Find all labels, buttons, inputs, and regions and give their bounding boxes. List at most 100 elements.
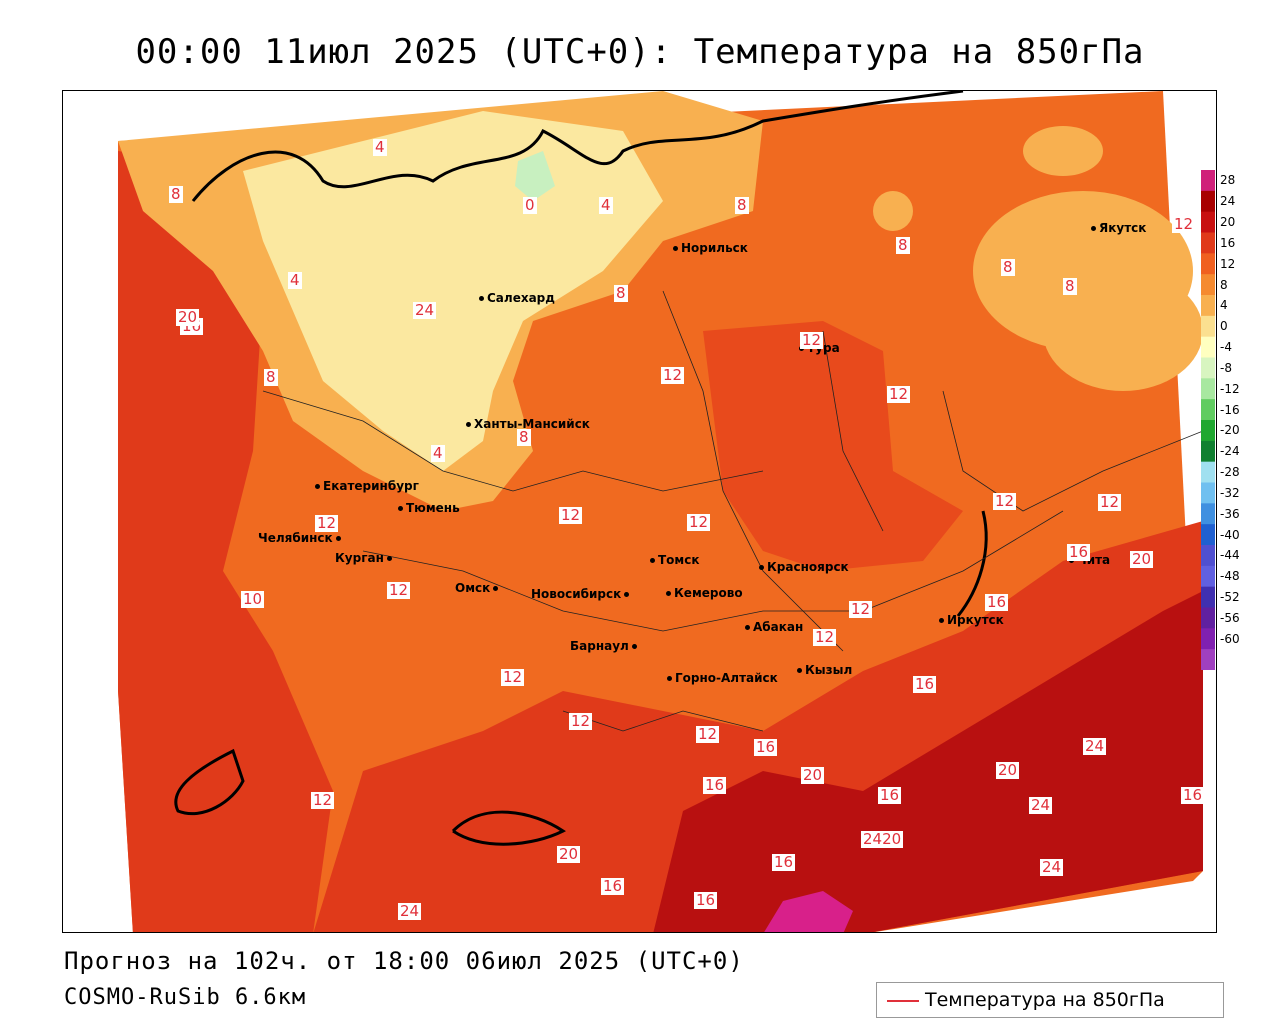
warm-zone-central: [703, 321, 963, 571]
contour-label: 4: [373, 138, 387, 156]
city-marker-icon: [386, 556, 392, 561]
warm-zone-west: [118, 151, 333, 932]
contour-label: 10: [241, 590, 265, 608]
colorbar-tick-label: -36: [1220, 506, 1240, 521]
colorbar-tick-label: -12: [1220, 381, 1240, 396]
city-marker-icon: [335, 536, 341, 541]
colorbar-tick-label: -20: [1220, 423, 1240, 438]
balkhash-coast: [451, 810, 566, 846]
city-barnaul: Барнаул: [570, 639, 640, 653]
colorbar-segment: [1201, 545, 1215, 567]
contour-label: 16: [772, 853, 796, 871]
contour-label: 16: [601, 877, 625, 895]
city-marker-icon: [650, 558, 655, 563]
city-marker-icon: [1091, 226, 1096, 231]
colorbar-tick-label: -60: [1220, 631, 1240, 646]
colorbar-segment: [1201, 461, 1215, 483]
colorbar-segment: [1201, 420, 1215, 442]
contour-label: 24: [413, 301, 437, 319]
contour-label: 8: [169, 185, 183, 203]
city-marker-icon: [667, 676, 672, 681]
contour-label: 8: [896, 236, 910, 254]
colorbar-segment: [1201, 295, 1215, 317]
city-marker-icon: [315, 484, 320, 489]
colorbar-segment: [1201, 190, 1215, 213]
city-marker-icon: [479, 296, 484, 301]
contour-label: 12: [387, 581, 411, 599]
map-canvas: [118, 91, 1204, 932]
city-marker-icon: [673, 246, 678, 251]
city-norilsk: Норильск: [673, 241, 748, 255]
contour-label: 12: [559, 506, 583, 524]
city-marker-icon: [624, 592, 630, 597]
colorbar-segment: [1201, 336, 1215, 358]
colorbar-segment: [1201, 253, 1215, 275]
contour-label: 12: [993, 492, 1017, 510]
colorbar-tick-label: 8: [1220, 277, 1228, 292]
city-khanty-mansiysk: Ханты-Мансийск: [466, 417, 590, 431]
caspian-coast: [174, 748, 245, 816]
contour-label: 4: [599, 196, 613, 214]
colorbar-tick-label: -40: [1220, 527, 1240, 542]
colorbar-segment: [1201, 565, 1215, 588]
colorbar-segment: [1201, 524, 1215, 546]
legend-line-icon: [887, 1000, 919, 1002]
hot-zone-south: [653, 591, 1203, 932]
colorbar: [1201, 170, 1215, 670]
colorbar-tick-label: 28: [1220, 173, 1236, 188]
legend-label: Температура на 850гПа: [925, 989, 1165, 1011]
city-abakan: Абакан: [745, 620, 803, 634]
contour-label: 16: [878, 786, 902, 804]
contour-label: 24: [398, 902, 422, 920]
colorbar-tick-label: -28: [1220, 465, 1240, 480]
contour-label: 12: [501, 668, 525, 686]
contour-label: 8: [1001, 258, 1015, 276]
contour-label: 12: [687, 513, 711, 531]
contour-label: 20: [557, 845, 581, 863]
colorbar-tick-label: 12: [1220, 256, 1236, 271]
contour-label: 8: [614, 284, 628, 302]
contour-label: 16: [985, 593, 1009, 611]
contour-label: 12: [849, 600, 873, 618]
contour-label: 16: [754, 738, 778, 756]
colorbar-segment: [1201, 274, 1215, 296]
contour-label: 2420: [861, 830, 904, 848]
map[interactable]: Норильск Якутск Салехард Тура Ханты-Манс…: [62, 90, 1217, 933]
colorbar-segment: [1201, 170, 1215, 192]
city-marker-icon: [398, 506, 403, 511]
colorbar-tick-label: -44: [1220, 548, 1240, 563]
city-marker-icon: [797, 668, 802, 673]
cold-core: [515, 151, 555, 201]
legend: Температура на 850гПа: [876, 982, 1224, 1018]
cold-zone-north: [243, 111, 663, 471]
colorbar-tick-label: 20: [1220, 215, 1236, 230]
colorbar-tick-label: 0: [1220, 319, 1228, 334]
city-kurgan: Курган: [335, 551, 395, 565]
colorbar-segment: [1201, 607, 1215, 629]
contour-label: 24: [1029, 796, 1053, 814]
region-borders: [262, 290, 1204, 732]
city-marker-icon: [466, 422, 471, 427]
colorbar-tick-label: -16: [1220, 402, 1240, 417]
colorbar-segment: [1201, 211, 1215, 233]
colorbar-segment: [1201, 399, 1215, 421]
city-marker-icon: [666, 591, 671, 596]
colorbar-tick-label: -52: [1220, 590, 1240, 605]
city-tyumen: Тюмень: [398, 501, 460, 515]
cool-zone-east-2: [1043, 271, 1203, 391]
city-krasnoyarsk: Красноярск: [759, 560, 849, 574]
contour-label: 20: [801, 766, 825, 784]
city-salekhard: Салехард: [479, 291, 555, 305]
contour-label: 12: [800, 331, 824, 349]
contour-label: 12: [696, 725, 720, 743]
arctic-coastline: [191, 91, 964, 202]
city-tomsk: Томск: [650, 553, 700, 567]
contour-label: 24: [1040, 858, 1064, 876]
contour-label: 16: [1067, 543, 1091, 561]
colorbar-tick-label: -4: [1220, 340, 1232, 355]
city-gorno-altaysk: Горно-Алтайск: [667, 671, 778, 685]
colorbar-tick-label: -8: [1220, 360, 1232, 375]
model-name: COSMO-RuSib 6.6км: [64, 985, 307, 1010]
colorbar-tick-label: -56: [1220, 610, 1240, 625]
contour-label: 12: [569, 712, 593, 730]
